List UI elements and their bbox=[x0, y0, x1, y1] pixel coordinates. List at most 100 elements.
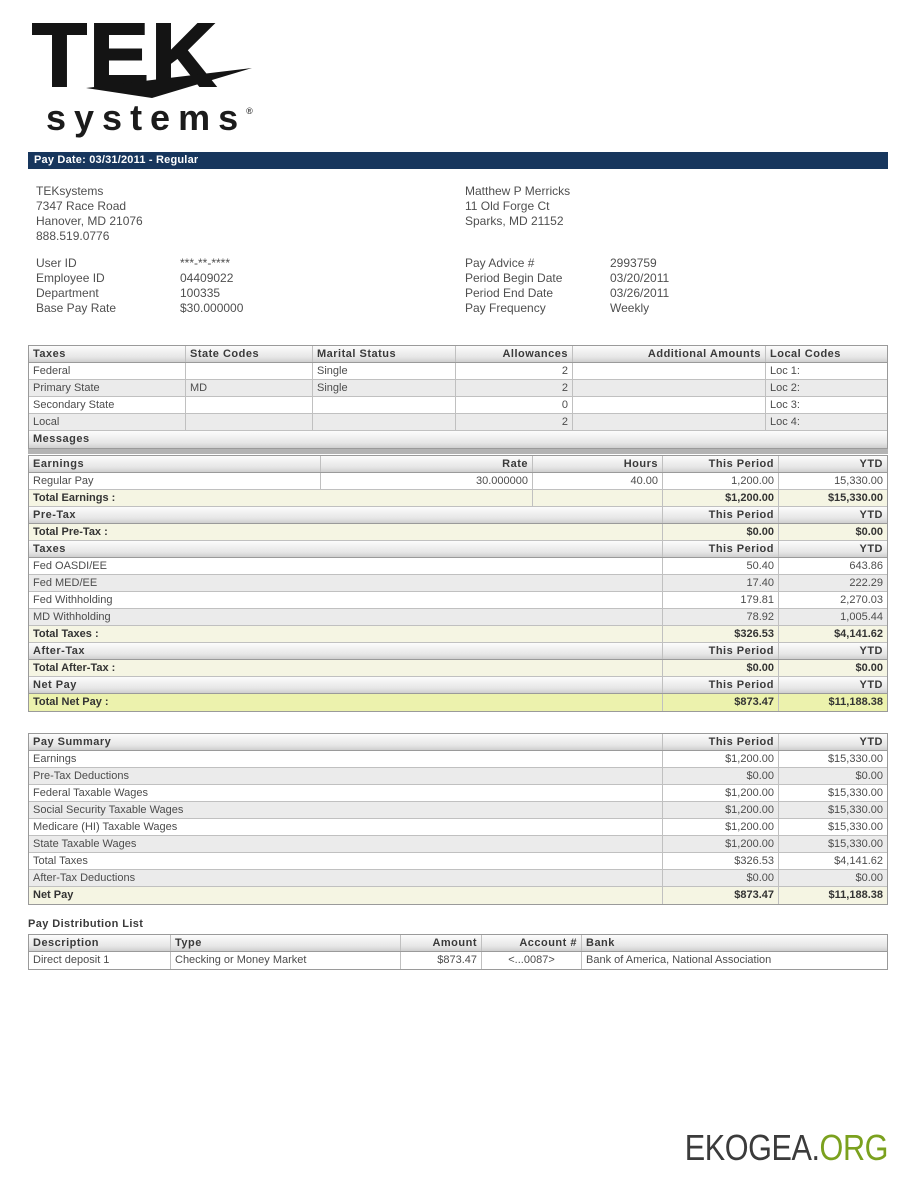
cell: Federal bbox=[29, 363, 186, 379]
table-row-pretax-deductions: Pre-Tax Deductions $0.00 $0.00 bbox=[29, 768, 887, 785]
table-row-federal: Federal Single 2 Loc 1: bbox=[29, 363, 887, 380]
table-row-direct-deposit: Direct deposit 1 Checking or Money Marke… bbox=[29, 952, 887, 969]
column-header-taxes: Taxes bbox=[29, 346, 186, 362]
total-ytd: $4,141.62 bbox=[834, 628, 883, 640]
netpay-header-row: Net Pay This Period YTD bbox=[29, 677, 887, 694]
cell bbox=[573, 363, 766, 379]
table-row-local: Local 2 Loc 4: bbox=[29, 414, 887, 431]
cell: 78.92 bbox=[663, 609, 779, 625]
table-row-aftertax-deductions: After-Tax Deductions $0.00 $0.00 bbox=[29, 870, 887, 887]
info-label: Pay Advice # bbox=[465, 256, 535, 270]
pay-summary-header-row: Pay Summary This Period YTD bbox=[29, 734, 887, 751]
cell: Loc 2: bbox=[770, 382, 800, 394]
ekogea-watermark: EKOGEA.ORG bbox=[157, 1127, 889, 1168]
column-header-hours: Hours bbox=[533, 456, 663, 472]
cell: $873.47 bbox=[401, 952, 482, 969]
aftertax-header-row: After-Tax This Period YTD bbox=[29, 643, 887, 660]
withholding-table: Taxes State Codes Marital Status Allowan… bbox=[28, 345, 888, 449]
section-header-pretax: Pre-Tax bbox=[29, 507, 663, 523]
column-header-this-period: This Period bbox=[663, 507, 779, 523]
employee-street: 11 Old Forge Ct bbox=[465, 199, 550, 213]
column-header-allowances: Allowances bbox=[456, 346, 573, 362]
table-row-secondary-state: Secondary State 0 Loc 3: bbox=[29, 397, 887, 414]
cell: 222.29 bbox=[849, 577, 883, 589]
section-separator bbox=[28, 449, 888, 454]
column-header-ytd: YTD bbox=[859, 679, 883, 691]
column-header-ytd: YTD bbox=[859, 543, 883, 555]
total-label: Total Earnings : bbox=[29, 490, 533, 506]
cell bbox=[186, 414, 313, 430]
column-header-description: Description bbox=[29, 935, 171, 951]
summary-netpay-row: Net Pay $873.47 $11,188.38 bbox=[29, 887, 887, 904]
table-row-ss-taxable: Social Security Taxable Wages $1,200.00 … bbox=[29, 802, 887, 819]
total-pretax-row: Total Pre-Tax : $0.00 $0.00 bbox=[29, 524, 887, 541]
info-label: Employee ID bbox=[36, 271, 105, 285]
cell: Single bbox=[313, 363, 456, 379]
column-header-bank: Bank bbox=[586, 937, 615, 949]
total-period: $0.00 bbox=[663, 660, 779, 676]
cell: $1,200.00 bbox=[663, 751, 779, 767]
pay-date-bar: Pay Date: 03/31/2011 - Regular bbox=[28, 152, 888, 169]
cell: $15,330.00 bbox=[827, 838, 883, 850]
table-row-fed-oasdi: Fed OASDI/EE 50.40 643.86 bbox=[29, 558, 887, 575]
info-value: ***-**-**** bbox=[180, 256, 231, 270]
cell: 2 bbox=[456, 380, 573, 396]
cell: Bank of America, National Association bbox=[586, 954, 772, 966]
cell: Loc 4: bbox=[770, 416, 800, 428]
cell bbox=[573, 380, 766, 396]
column-header-additional-amounts: Additional Amounts bbox=[573, 346, 766, 362]
cell: 1,200.00 bbox=[663, 473, 779, 489]
watermark-green-text: ORG bbox=[819, 1127, 889, 1168]
cell: Checking or Money Market bbox=[171, 952, 401, 969]
column-header-marital-status: Marital Status bbox=[313, 346, 456, 362]
column-header-this-period: This Period bbox=[663, 677, 779, 693]
total-ytd: $0.00 bbox=[855, 526, 883, 538]
company-phone: 888.519.0776 bbox=[36, 229, 110, 243]
info-value: 04409022 bbox=[180, 271, 234, 285]
earnings-table: Earnings Rate Hours This Period YTD Regu… bbox=[28, 455, 888, 712]
cell: $0.00 bbox=[663, 870, 779, 886]
employee-city: Sparks, MD 21152 bbox=[465, 214, 564, 228]
logo-subword: systems® bbox=[46, 100, 253, 136]
company-city: Hanover, MD 21076 bbox=[36, 214, 143, 228]
cell: Loc 3: bbox=[770, 399, 800, 411]
column-header-this-period: This Period bbox=[663, 734, 779, 750]
total-period: $1,200.00 bbox=[663, 490, 779, 506]
info-value: 03/26/2011 bbox=[610, 286, 670, 300]
section-header-aftertax: After-Tax bbox=[29, 643, 663, 659]
section-header-netpay: Net Pay bbox=[29, 677, 663, 693]
cell: Local bbox=[29, 414, 186, 430]
info-label: Pay Frequency bbox=[465, 301, 546, 315]
cell: Regular Pay bbox=[29, 473, 321, 489]
column-header-this-period: This Period bbox=[663, 643, 779, 659]
cell bbox=[313, 414, 456, 430]
total-ytd: $11,188.38 bbox=[828, 889, 883, 901]
column-header-ytd: YTD bbox=[859, 736, 883, 748]
column-header-state-codes: State Codes bbox=[186, 346, 313, 362]
pay-distribution-table: Description Type Amount Account # Bank D… bbox=[28, 934, 888, 970]
logo-swoosh-icon bbox=[86, 66, 256, 105]
employee-info-block: User ID ***-**-**** Employee ID 04409022… bbox=[36, 256, 243, 316]
section-header-pay-summary: Pay Summary bbox=[29, 734, 663, 750]
cell: $1,200.00 bbox=[663, 785, 779, 801]
column-header-ytd: YTD bbox=[859, 458, 883, 470]
cell: 17.40 bbox=[663, 575, 779, 591]
cell: $4,141.62 bbox=[834, 855, 883, 867]
table-row-md-withholding: MD Withholding 78.92 1,005.44 bbox=[29, 609, 887, 626]
info-row: User ID ***-**-**** bbox=[36, 256, 243, 271]
pay-info-block: Pay Advice # 2993759 Period Begin Date 0… bbox=[465, 256, 669, 316]
cell: Total Taxes bbox=[29, 853, 663, 869]
cell: 1,005.44 bbox=[840, 611, 883, 623]
info-row: Period Begin Date 03/20/2011 bbox=[465, 271, 669, 286]
info-label: Department bbox=[36, 286, 99, 300]
column-header-earnings: Earnings bbox=[29, 456, 321, 472]
table-row-fed-withholding: Fed Withholding 179.81 2,270.03 bbox=[29, 592, 887, 609]
total-ytd: $15,330.00 bbox=[827, 492, 883, 504]
employee-name: Matthew P Merricks bbox=[465, 184, 571, 198]
total-period: $326.53 bbox=[663, 626, 779, 642]
info-label: User ID bbox=[36, 256, 77, 270]
total-period: $873.47 bbox=[663, 887, 779, 904]
total-netpay-row: Total Net Pay : $873.47 $11,188.38 bbox=[29, 694, 887, 711]
info-row: Department 100335 bbox=[36, 286, 243, 301]
cell: Earnings bbox=[29, 751, 663, 767]
